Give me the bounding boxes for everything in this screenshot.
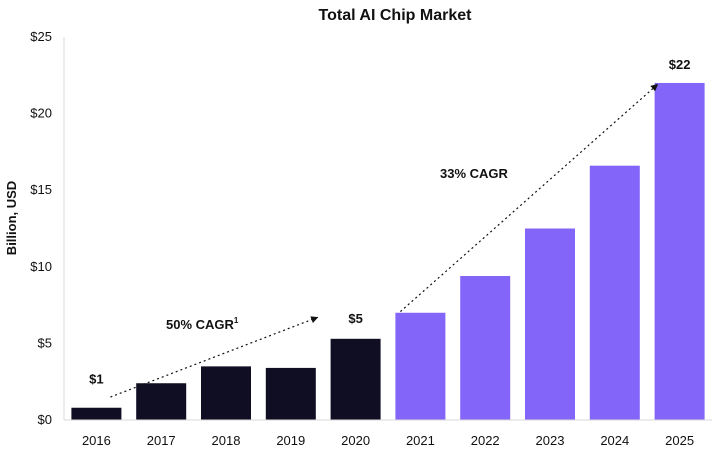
y-tick-label: $5: [38, 335, 52, 350]
x-tick-label: 2024: [600, 433, 629, 448]
bar-2021: [395, 312, 446, 420]
bar-2019: [265, 367, 316, 420]
value-label-2020: $5: [348, 311, 362, 326]
value-label-2025: $22: [669, 57, 691, 72]
cagr-label-text: 50% CAGR: [166, 317, 235, 332]
bar-2025: [654, 82, 705, 421]
chart-title: Total AI Chip Market: [319, 7, 473, 24]
y-tick-label: $0: [38, 412, 52, 427]
x-axis-ticks: 2016 2017 2018 2019 2020 2021 2022 2023 2024 2025: [82, 433, 694, 448]
x-tick-label: 2018: [212, 433, 241, 448]
x-tick-label: 2022: [471, 433, 500, 448]
cagr-label: 50% CAGR1: [166, 316, 239, 332]
cagr-arrow: [110, 316, 319, 398]
bar-2018: [201, 366, 251, 420]
value-labels-group: $1 $5 $22: [89, 57, 690, 387]
bar-2020: [330, 338, 381, 420]
cagr-label-text: 33% CAGR: [440, 166, 509, 181]
x-tick-label: 2020: [341, 433, 370, 448]
cagr-label: 33% CAGR: [440, 166, 509, 181]
y-axis-label: Billion, USD: [4, 181, 19, 255]
x-tick-label: 2019: [276, 433, 305, 448]
cagr-arrow: [400, 83, 659, 313]
bar-2024: [589, 165, 640, 420]
value-label-2016: $1: [89, 372, 103, 387]
bar-2017: [136, 383, 187, 420]
cagr-footnote-marker: 1: [234, 316, 239, 325]
y-tick-label: $20: [30, 106, 52, 121]
bar-2022: [460, 275, 511, 420]
bar-2023: [525, 228, 575, 420]
y-tick-label: $10: [30, 259, 52, 274]
y-axis-ticks: $0 $5 $10 $15 $20 $25: [30, 29, 52, 427]
y-tick-label: $25: [30, 29, 52, 44]
bar-2016: [71, 407, 122, 420]
bars-group: [71, 82, 705, 421]
y-tick-label: $15: [30, 182, 52, 197]
x-tick-label: 2017: [147, 433, 176, 448]
cagr-annotations-group: 50% CAGR1 33% CAGR: [110, 83, 659, 398]
x-tick-label: 2025: [665, 433, 694, 448]
x-tick-label: 2023: [536, 433, 565, 448]
x-tick-label: 2016: [82, 433, 111, 448]
x-tick-label: 2021: [406, 433, 435, 448]
